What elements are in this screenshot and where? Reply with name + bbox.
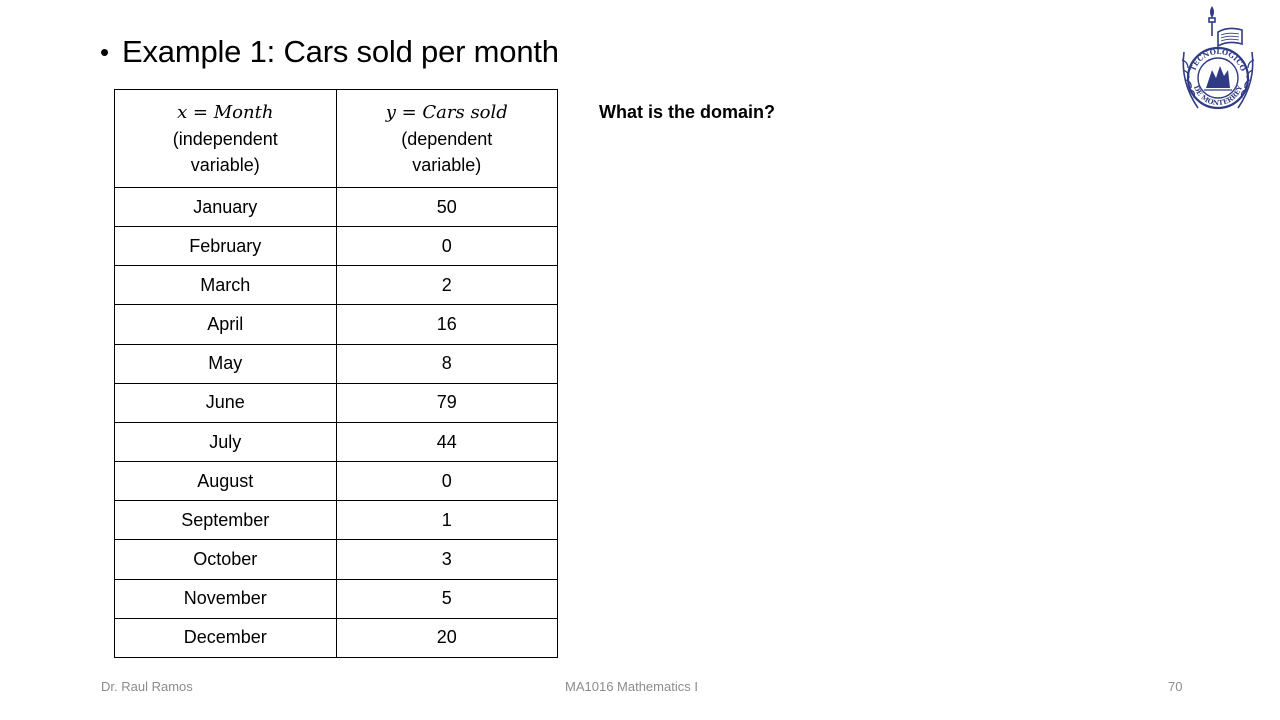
footer-author: Dr. Raul Ramos xyxy=(101,679,193,694)
x-header-math: x = Month xyxy=(177,101,274,123)
footer-course: MA1016 Mathematics I xyxy=(565,679,698,694)
cars-cell: 0 xyxy=(335,461,558,502)
month-cell: June xyxy=(114,382,337,423)
slide-title: Example 1: Cars sold per month xyxy=(122,34,559,69)
table-row: November 5 xyxy=(114,578,558,619)
table-row: September 1 xyxy=(114,500,558,541)
cars-cell: 79 xyxy=(335,382,558,423)
cars-cell: 3 xyxy=(335,539,558,580)
cars-cell: 44 xyxy=(335,421,558,463)
month-cell: February xyxy=(114,226,337,267)
month-cell: October xyxy=(114,539,337,580)
month-cell: December xyxy=(114,617,337,659)
month-cell: April xyxy=(114,304,337,345)
table-row: April 16 xyxy=(114,304,558,345)
table-row: August 0 xyxy=(114,461,558,502)
table-row: June 79 xyxy=(114,382,558,423)
slide-title-row: • Example 1: Cars sold per month xyxy=(100,30,559,74)
month-cell: May xyxy=(114,343,337,384)
table-row: July 44 xyxy=(114,421,558,463)
footer-page-number: 70 xyxy=(1168,679,1183,694)
table-row: February 0 xyxy=(114,226,558,267)
cars-cell: 20 xyxy=(335,617,558,659)
month-cell: March xyxy=(114,265,337,306)
y-header-desc: (dependent variable) xyxy=(401,128,493,175)
table-row: October 3 xyxy=(114,539,558,580)
table-row: January 50 xyxy=(114,186,558,228)
month-cell: August xyxy=(114,461,337,502)
cars-cell: 2 xyxy=(335,265,558,306)
cars-cell: 0 xyxy=(335,226,558,267)
month-cell: September xyxy=(114,500,337,541)
bullet-icon: • xyxy=(100,37,110,67)
month-cell: November xyxy=(114,578,337,619)
cars-cell: 5 xyxy=(335,578,558,619)
university-seal-icon: TECNOLOGICO DE MONTERREY xyxy=(1181,6,1255,110)
table-header-row: x = Month (independent variable) y = Car… xyxy=(114,89,558,188)
cars-cell: 16 xyxy=(335,304,558,345)
month-cell: January xyxy=(114,186,337,228)
table-row: March 2 xyxy=(114,265,558,306)
y-header-math: y = Cars sold xyxy=(385,101,508,123)
cars-cell: 1 xyxy=(335,500,558,541)
y-column-header: y = Cars sold (dependent variable) xyxy=(335,89,558,188)
domain-question: What is the domain? xyxy=(599,102,776,122)
month-cell: July xyxy=(114,421,337,463)
cars-cell: 50 xyxy=(335,186,558,228)
cars-cell: 8 xyxy=(335,343,558,384)
seal-top-text: TECNOLOGICO xyxy=(1188,47,1248,72)
table-row: December 20 xyxy=(114,617,558,659)
x-header-desc: (independent variable) xyxy=(172,128,278,175)
cars-sold-table: x = Month (independent variable) y = Car… xyxy=(114,89,558,659)
table-row: May 8 xyxy=(114,343,558,384)
x-column-header: x = Month (independent variable) xyxy=(114,89,337,188)
